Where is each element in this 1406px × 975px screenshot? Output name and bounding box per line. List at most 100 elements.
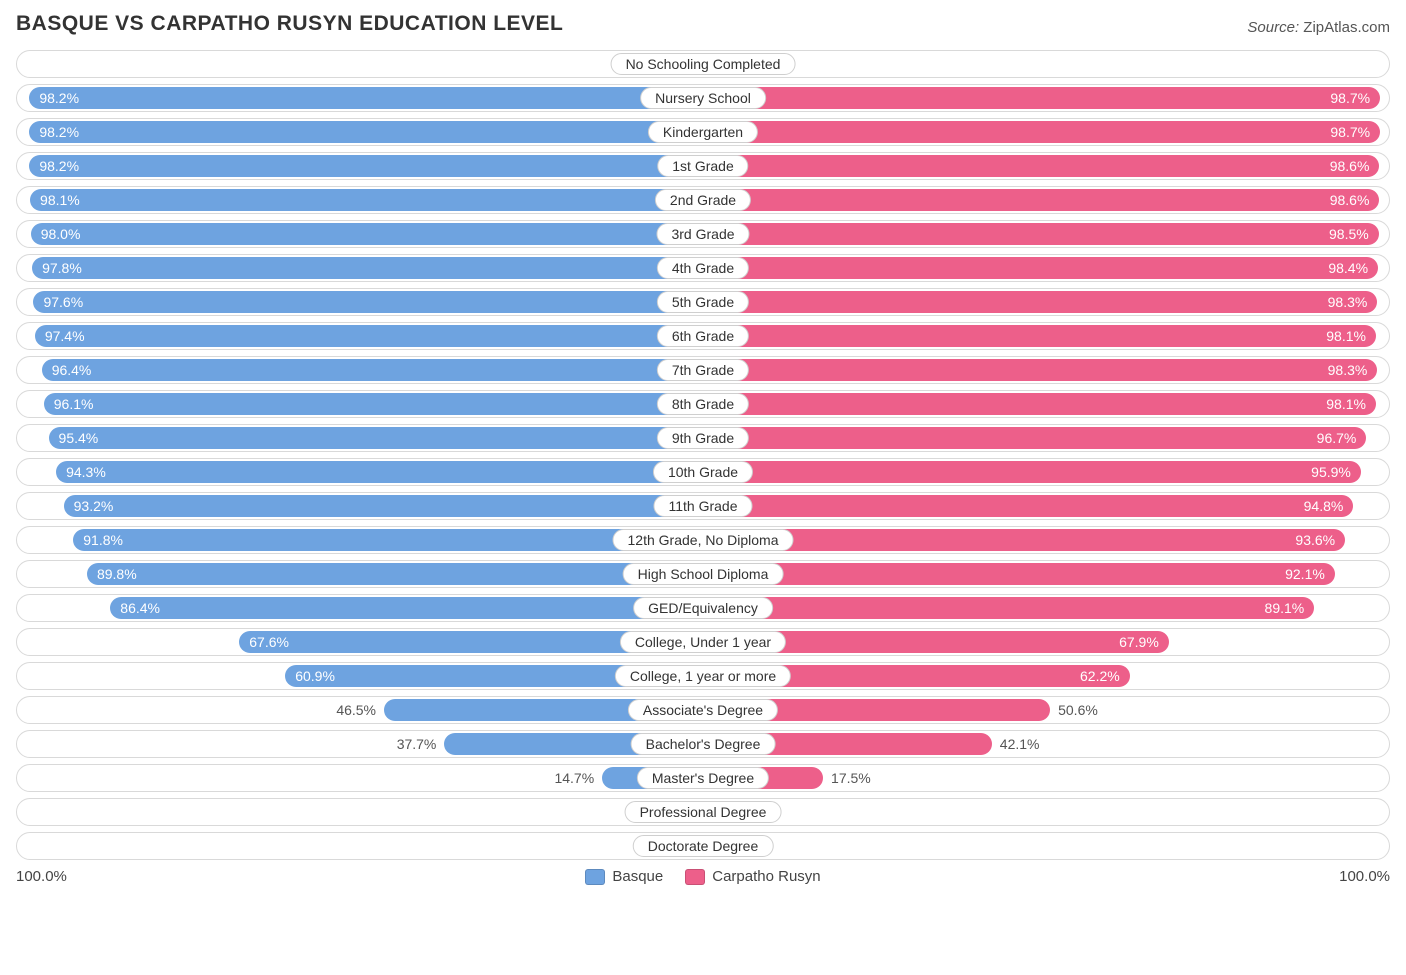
pct-basque: 14.7% <box>554 770 602 786</box>
chart-row: 1.9%2.3%Doctorate Degree <box>16 832 1390 860</box>
chart-row: 91.8%93.6%12th Grade, No Diploma <box>16 526 1390 554</box>
bar-carpatho-rusyn <box>703 223 1379 245</box>
pct-carpatho-rusyn: 17.5% <box>823 770 871 786</box>
chart-row: 98.0% 98.5% 3rd Grade <box>16 220 1390 248</box>
chart-title: BASQUE VS CARPATHO RUSYN EDUCATION LEVEL <box>16 12 563 36</box>
bar-basque <box>30 189 703 211</box>
legend-swatch-carpatho-rusyn <box>685 869 705 885</box>
category-label: No Schooling Completed <box>611 53 796 75</box>
pct-carpatho-rusyn: 98.7% <box>1330 124 1380 140</box>
category-label: Professional Degree <box>625 801 782 823</box>
legend: Basque Carpatho Rusyn <box>585 868 820 885</box>
pct-carpatho-rusyn: 98.3% <box>1328 362 1378 378</box>
pct-carpatho-rusyn: 96.7% <box>1317 430 1367 446</box>
category-label: College, Under 1 year <box>620 631 786 653</box>
pct-basque: 60.9% <box>285 668 335 684</box>
pct-carpatho-rusyn: 98.4% <box>1328 260 1378 276</box>
category-label: 7th Grade <box>657 359 749 381</box>
chart-row: 93.2% 94.8% 11th Grade <box>16 492 1390 520</box>
header: BASQUE VS CARPATHO RUSYN EDUCATION LEVEL… <box>16 12 1390 36</box>
chart-row: 96.1%98.1%8th Grade <box>16 390 1390 418</box>
pct-basque: 89.8% <box>87 566 137 582</box>
category-label: 10th Grade <box>653 461 753 483</box>
chart-row: 95.4%96.7%9th Grade <box>16 424 1390 452</box>
bar-basque <box>49 427 703 449</box>
legend-label-carpatho-rusyn: Carpatho Rusyn <box>712 868 820 885</box>
pct-basque: 98.2% <box>29 124 79 140</box>
pct-carpatho-rusyn: 62.2% <box>1080 668 1130 684</box>
chart-row: 97.6%98.3%5th Grade <box>16 288 1390 316</box>
pct-basque: 96.1% <box>44 396 94 412</box>
bar-carpatho-rusyn <box>703 597 1314 619</box>
category-label: 4th Grade <box>657 257 749 279</box>
legend-item-carpatho-rusyn: Carpatho Rusyn <box>685 868 820 885</box>
pct-basque: 95.4% <box>49 430 99 446</box>
chart-row: 4.6%5.3%Professional Degree <box>16 798 1390 826</box>
pct-carpatho-rusyn: 98.7% <box>1330 90 1380 106</box>
chart-row: 94.3% 95.9% 10th Grade <box>16 458 1390 486</box>
chart-row: 46.5% 50.6% Associate's Degree <box>16 696 1390 724</box>
bar-basque <box>33 291 703 313</box>
pct-basque: 93.2% <box>64 498 114 514</box>
bar-basque <box>87 563 703 585</box>
pct-basque: 46.5% <box>336 702 384 718</box>
chart-row: 1.8%1.4%No Schooling Completed <box>16 50 1390 78</box>
category-label: 2nd Grade <box>655 189 751 211</box>
bar-carpatho-rusyn <box>703 189 1379 211</box>
bar-carpatho-rusyn <box>703 155 1379 177</box>
bar-carpatho-rusyn <box>703 461 1361 483</box>
pct-basque: 67.6% <box>239 634 289 650</box>
bar-basque <box>56 461 703 483</box>
chart-row: 98.2%98.6%1st Grade <box>16 152 1390 180</box>
category-label: Nursery School <box>640 87 766 109</box>
pct-carpatho-rusyn: 98.5% <box>1329 226 1379 242</box>
chart-row: 89.8% 92.1% High School Diploma <box>16 560 1390 588</box>
category-label: Associate's Degree <box>628 699 778 721</box>
bar-basque <box>35 325 703 347</box>
bar-basque <box>42 359 703 381</box>
pct-basque: 37.7% <box>397 736 445 752</box>
chart-row: 86.4%89.1%GED/Equivalency <box>16 594 1390 622</box>
bar-basque <box>29 87 703 109</box>
pct-basque: 91.8% <box>73 532 123 548</box>
chart-row: 97.4%98.1%6th Grade <box>16 322 1390 350</box>
category-label: Kindergarten <box>648 121 758 143</box>
category-label: 8th Grade <box>657 393 749 415</box>
pct-carpatho-rusyn: 42.1% <box>992 736 1040 752</box>
pct-carpatho-rusyn: 89.1% <box>1265 600 1315 616</box>
pct-basque: 96.4% <box>42 362 92 378</box>
chart-footer: 100.0% Basque Carpatho Rusyn 100.0% <box>16 868 1390 885</box>
pct-carpatho-rusyn: 50.6% <box>1050 702 1098 718</box>
pct-basque: 97.4% <box>35 328 85 344</box>
pct-carpatho-rusyn: 95.9% <box>1311 464 1361 480</box>
bar-carpatho-rusyn <box>703 563 1335 585</box>
category-label: 6th Grade <box>657 325 749 347</box>
bar-carpatho-rusyn <box>703 291 1377 313</box>
bar-carpatho-rusyn <box>703 427 1366 449</box>
category-label: High School Diploma <box>623 563 784 585</box>
pct-basque: 98.1% <box>30 192 80 208</box>
category-label: 12th Grade, No Diploma <box>613 529 794 551</box>
bar-carpatho-rusyn <box>703 325 1376 347</box>
pct-basque: 94.3% <box>56 464 106 480</box>
pct-basque: 98.0% <box>31 226 81 242</box>
pct-carpatho-rusyn: 92.1% <box>1285 566 1335 582</box>
chart-row: 98.2%98.7%Nursery School <box>16 84 1390 112</box>
bar-basque <box>29 121 703 143</box>
chart-row: 67.6% 67.9% College, Under 1 year <box>16 628 1390 656</box>
bar-carpatho-rusyn <box>703 393 1376 415</box>
bar-basque <box>32 257 703 279</box>
category-label: 3rd Grade <box>656 223 749 245</box>
category-label: Doctorate Degree <box>633 835 774 857</box>
bar-basque <box>31 223 703 245</box>
pct-carpatho-rusyn: 67.9% <box>1119 634 1169 650</box>
chart-row: 96.4% 98.3% 7th Grade <box>16 356 1390 384</box>
category-label: Master's Degree <box>637 767 769 789</box>
pct-carpatho-rusyn: 98.6% <box>1330 158 1380 174</box>
pct-carpatho-rusyn: 94.8% <box>1304 498 1354 514</box>
bar-carpatho-rusyn <box>703 495 1353 517</box>
legend-label-basque: Basque <box>612 868 663 885</box>
category-label: 11th Grade <box>653 495 752 517</box>
bar-carpatho-rusyn <box>703 359 1377 381</box>
chart-row: 14.7% 17.5% Master's Degree <box>16 764 1390 792</box>
